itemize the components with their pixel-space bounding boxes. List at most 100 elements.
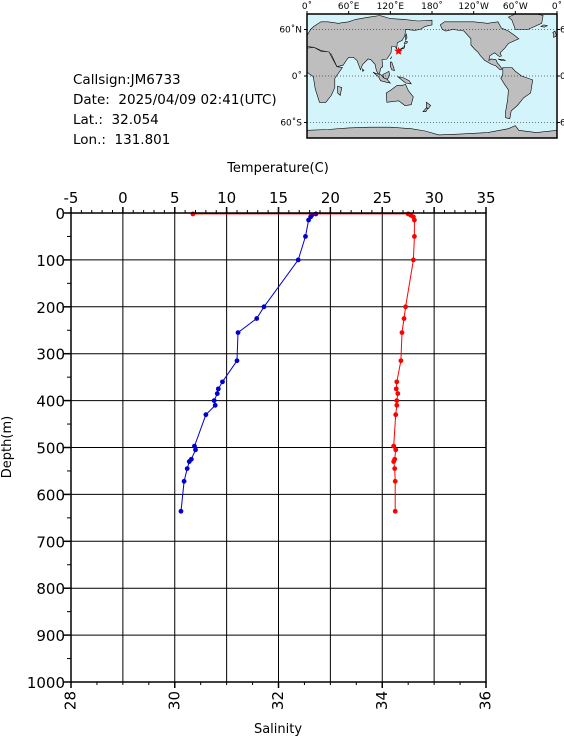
salinity-point [391, 459, 397, 464]
temperature-point [193, 447, 198, 453]
salinity-point [393, 412, 399, 418]
map-lon-label: 180˚ [421, 1, 443, 12]
cuba-land [497, 58, 506, 61]
station-marker-icon [394, 46, 403, 55]
borneo-land [382, 70, 390, 80]
date-text: Date: 2025/04/09 02:41(UTC) [73, 92, 277, 108]
uk-land [552, 30, 557, 38]
temperature-tick-label: 10 [217, 189, 236, 207]
salinity-point [395, 391, 401, 396]
temperature-tick-label: 15 [269, 189, 288, 207]
taiwan-land [390, 56, 392, 60]
salinity-point [410, 257, 416, 263]
map-lat-label: 60˚S [280, 118, 302, 129]
temperature-point [203, 412, 209, 418]
map-labels: 0˚ 60˚E 120˚E 180˚ 120˚W 60˚W 0˚ 60˚N 6 0˚ 0 60˚S 6 [279, 1, 564, 129]
salinity-tick-label: 32 [269, 691, 287, 710]
temperature-point [254, 316, 260, 321]
indonesia-land [372, 71, 392, 84]
temperature-point [235, 330, 241, 335]
salinity-point [392, 508, 398, 514]
depth-tick-label: 200 [36, 299, 65, 317]
salinity-tick-label: 30 [165, 691, 183, 710]
iceland-land [540, 24, 549, 28]
map-lon-label: 120˚E [377, 1, 405, 12]
africa-land [306, 46, 343, 103]
salinity-point [398, 358, 404, 364]
salinity-point [392, 478, 398, 484]
temperature-point [220, 379, 225, 385]
depth-tick-label: 400 [36, 393, 65, 411]
salinity-point [412, 234, 417, 239]
depth-tick-label: 800 [36, 580, 65, 598]
temperature-point [261, 304, 267, 310]
temperature-point [234, 358, 240, 364]
salinity-point [392, 466, 398, 472]
salinity-point [394, 402, 400, 408]
srilanka-land [362, 68, 365, 72]
chart-grid [70, 212, 487, 683]
depth-tick-label: 1000 [27, 674, 65, 692]
series-layer [178, 211, 417, 514]
map-lat-label: 0˚ [292, 71, 302, 82]
map-lat-label-right: 0 [560, 72, 564, 82]
salinity-point [399, 330, 405, 335]
station-info: Callsign:JM6733 Date: 2025/04/09 02:41(U… [73, 70, 277, 150]
map-lat-label: 60˚N [279, 25, 302, 36]
salinity-point [412, 217, 417, 223]
temperature-point [192, 443, 197, 449]
depth-tick-label: 100 [36, 252, 65, 270]
temperature-point [214, 391, 220, 396]
temperature-point [306, 217, 311, 223]
map-lon-label: 60˚W [503, 1, 528, 12]
sakhalin-land [405, 33, 408, 41]
depth-axis-title: Depth(m) [0, 416, 15, 478]
temperature-point [295, 257, 301, 263]
philippines-land [389, 61, 395, 72]
northamerica-land [439, 21, 520, 71]
temperature-tick-label: 0 [118, 189, 128, 207]
salinity-axis-title: Salinity [254, 722, 302, 736]
temperature-point [178, 508, 184, 514]
map-lat-label-right: 6 [560, 119, 564, 129]
australia-land [385, 84, 414, 106]
newzealand-land [426, 101, 432, 109]
depth-tick-label: 500 [36, 440, 65, 458]
temperature-point [186, 459, 192, 464]
temperature-tick-label: 20 [321, 189, 340, 207]
temperature-axis-title: Temperature(C) [226, 161, 329, 176]
salinity-point [401, 316, 407, 321]
newzealand-south-land [422, 107, 429, 112]
depth-tick-label: 600 [36, 486, 65, 504]
salinity-tick-label: 34 [373, 691, 391, 710]
map-lon-label: 120˚W [458, 1, 489, 12]
map-lon-label: 60˚E [338, 1, 360, 12]
salinity-point [391, 443, 397, 449]
longitude-text: Lon.: 131.801 [73, 132, 171, 148]
temperature-point [303, 234, 308, 239]
map-frame [306, 13, 558, 139]
map-lat-label-right: 6 [560, 26, 564, 36]
temperature-point [215, 386, 221, 392]
salinity-point [393, 386, 399, 392]
temperature-point [212, 402, 218, 408]
temperature-point [211, 398, 217, 403]
newguinea-land [396, 76, 412, 85]
plot-frame [70, 212, 487, 683]
world-map: 0˚ 60˚E 120˚E 180˚ 120˚W 60˚W 0˚ 60˚N 6 0˚ 0 60˚S 6 [279, 1, 564, 139]
callsign-text: Callsign:JM6733 [73, 72, 181, 88]
salinity-tick-labels: 28 30 32 34 36 [62, 691, 495, 710]
temperature-tick-label: 5 [170, 189, 180, 207]
temperature-tick-label: 30 [425, 189, 444, 207]
depth-tick-labels: 0 100 200 300 400 500 600 700 800 900 1000 [27, 205, 65, 692]
temperature-tick-labels: -5 0 5 10 15 20 25 30 35 [64, 189, 496, 207]
southamerica-land [500, 67, 534, 119]
latitude-text: Lat.: 32.054 [73, 112, 159, 128]
map-lon-label: 0˚ [302, 1, 312, 12]
salinity-point [394, 379, 400, 385]
salinity-tick-label: 28 [62, 691, 80, 710]
hokkaido-land [403, 40, 409, 44]
map-land [306, 13, 558, 139]
